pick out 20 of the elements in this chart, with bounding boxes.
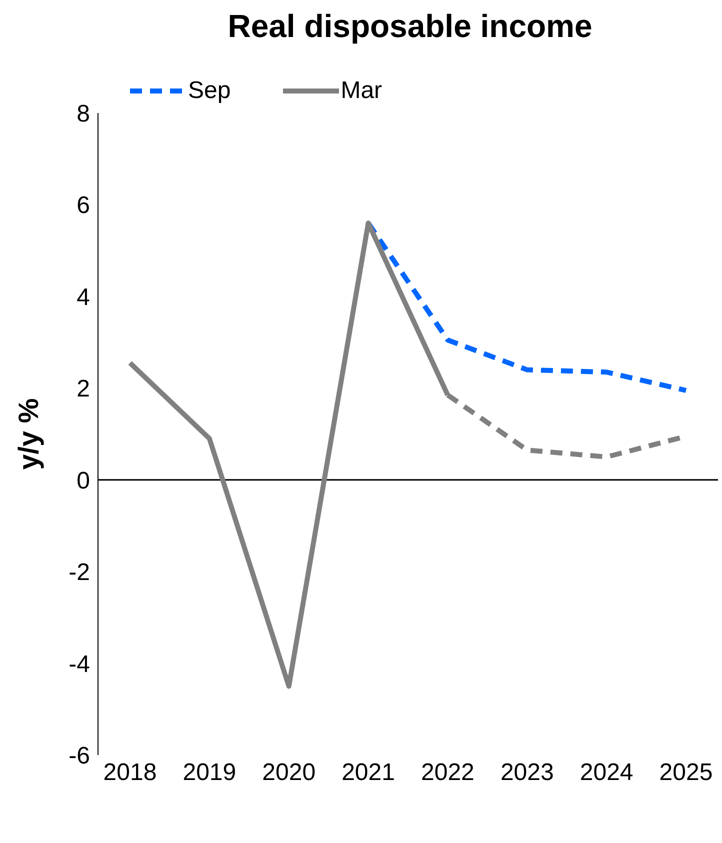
x-tick-label: 2025 <box>659 759 713 786</box>
y-tick-label: 2 <box>76 376 90 403</box>
x-tick-label: 2021 <box>342 759 395 786</box>
chart-title: Real disposable income <box>226 8 594 45</box>
y-tick-label: 8 <box>76 100 90 128</box>
x-tick-label: 2019 <box>182 759 236 786</box>
x-tick-label: 2020 <box>262 759 316 786</box>
y-tick-label: -4 <box>68 650 90 678</box>
y-tick-label: 6 <box>76 192 90 220</box>
y-tick-label: -2 <box>68 559 90 586</box>
legend-label: Sep <box>188 77 231 105</box>
y-axis-title: y/y % <box>12 398 44 470</box>
legend-label: Mar <box>340 77 382 105</box>
x-tick-label: 2022 <box>421 759 474 786</box>
y-tick-label: 0 <box>76 467 90 494</box>
y-tick-label: -6 <box>68 742 90 770</box>
y-tick-label: 4 <box>76 284 90 311</box>
x-tick-label: 2023 <box>500 759 554 786</box>
x-tick-label: 2018 <box>103 759 157 786</box>
x-tick-label: 2024 <box>580 759 634 786</box>
